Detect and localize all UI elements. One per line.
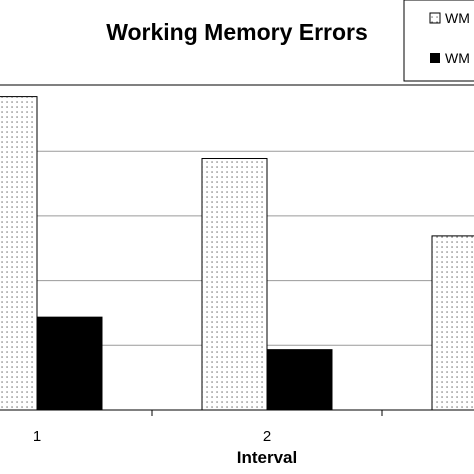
legend-swatch-solid (430, 53, 440, 63)
bar-series-1-cat-1 (0, 96, 38, 411)
legend-label-series-1: WM (445, 10, 470, 26)
legend-label-series-2: WM (445, 50, 470, 66)
legend-swatch-dotted (429, 12, 441, 24)
bar-series-2-cat-1 (36, 316, 103, 411)
legend: WM WM (403, 0, 474, 82)
chart-title: Working Memory Errors (106, 19, 368, 45)
bar-series-1-cat-2 (201, 158, 268, 411)
category-label-1: 1 (33, 428, 41, 445)
category-label-2: 2 (263, 428, 271, 445)
x-axis-ticks (151, 410, 383, 416)
bar-series-1-cat-3 (431, 235, 474, 411)
bars (0, 96, 474, 411)
x-axis-label: Interval (237, 448, 297, 467)
bar-series-2-cat-2 (266, 349, 333, 411)
